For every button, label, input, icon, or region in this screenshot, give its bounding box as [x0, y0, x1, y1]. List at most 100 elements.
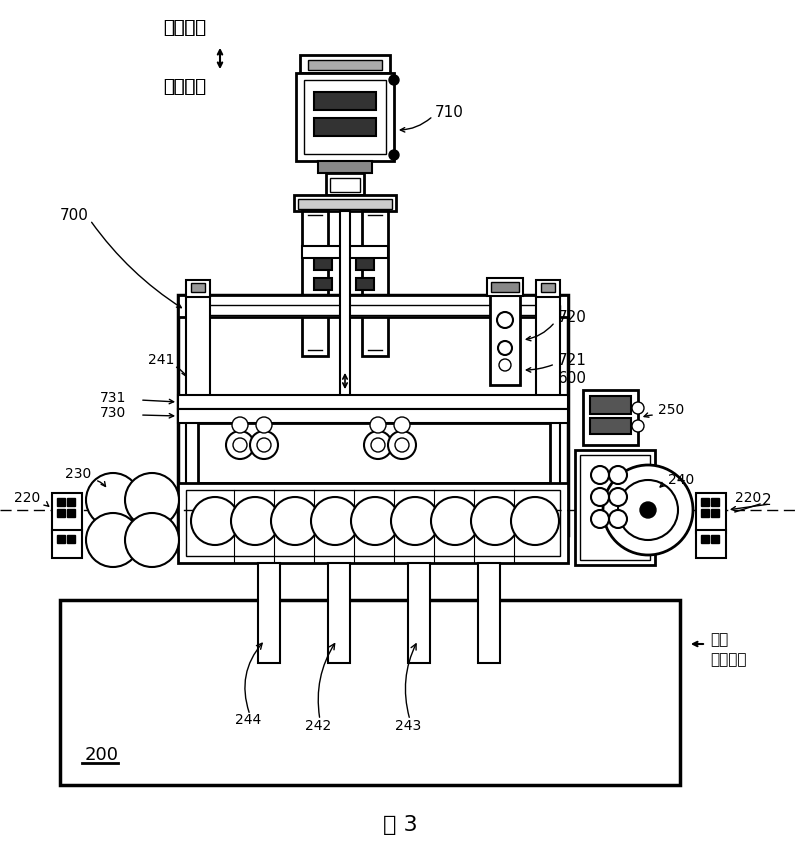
- Bar: [590, 396, 631, 414]
- Text: 向上方向: 向上方向: [163, 19, 206, 37]
- Text: 710: 710: [435, 105, 464, 120]
- Circle shape: [191, 497, 239, 545]
- Bar: [330, 178, 360, 192]
- Text: 730: 730: [100, 406, 126, 420]
- Bar: [711, 509, 719, 517]
- Circle shape: [370, 417, 386, 433]
- Circle shape: [86, 473, 140, 527]
- Circle shape: [388, 431, 416, 459]
- Bar: [186, 490, 560, 556]
- Bar: [300, 55, 390, 73]
- Bar: [696, 493, 726, 533]
- Bar: [326, 173, 364, 195]
- Bar: [67, 509, 75, 517]
- Bar: [314, 118, 376, 136]
- Circle shape: [86, 513, 140, 567]
- Bar: [711, 498, 719, 506]
- Circle shape: [391, 497, 439, 545]
- Bar: [178, 395, 568, 409]
- Bar: [57, 509, 65, 517]
- Bar: [178, 295, 568, 535]
- Text: 220: 220: [735, 491, 762, 505]
- Text: 242: 242: [305, 719, 331, 733]
- Text: 700: 700: [60, 207, 89, 223]
- Bar: [294, 195, 396, 211]
- Text: 250: 250: [658, 403, 684, 417]
- Bar: [314, 92, 376, 110]
- Bar: [60, 600, 680, 785]
- Bar: [575, 450, 655, 565]
- Text: 241: 241: [148, 353, 174, 367]
- Circle shape: [632, 420, 644, 432]
- Text: 图 3: 图 3: [382, 815, 418, 835]
- Circle shape: [609, 510, 627, 528]
- Bar: [191, 283, 205, 292]
- Bar: [178, 409, 568, 423]
- Bar: [314, 278, 332, 290]
- Text: 230: 230: [65, 467, 91, 481]
- Bar: [178, 295, 568, 317]
- Bar: [296, 73, 394, 161]
- Bar: [541, 283, 555, 292]
- Bar: [478, 563, 500, 663]
- Text: 向下方向: 向下方向: [163, 78, 206, 96]
- Bar: [186, 295, 210, 535]
- Bar: [314, 258, 332, 270]
- Circle shape: [498, 341, 512, 355]
- Circle shape: [231, 497, 279, 545]
- Bar: [701, 509, 709, 517]
- Bar: [67, 498, 75, 506]
- Circle shape: [394, 417, 410, 433]
- Bar: [52, 493, 82, 533]
- Bar: [52, 530, 82, 558]
- Bar: [536, 295, 560, 535]
- Circle shape: [511, 497, 559, 545]
- Bar: [583, 390, 638, 445]
- Circle shape: [226, 431, 254, 459]
- Circle shape: [232, 417, 248, 433]
- Text: 731: 731: [100, 391, 126, 405]
- Circle shape: [389, 75, 399, 85]
- Circle shape: [389, 150, 399, 160]
- Bar: [57, 535, 65, 543]
- Text: 244: 244: [235, 713, 261, 727]
- Text: 600: 600: [558, 371, 587, 386]
- Circle shape: [311, 497, 359, 545]
- Circle shape: [431, 497, 479, 545]
- Bar: [308, 60, 382, 70]
- Bar: [304, 80, 386, 154]
- Circle shape: [497, 312, 513, 328]
- Circle shape: [591, 488, 609, 506]
- Bar: [491, 282, 519, 292]
- Circle shape: [256, 417, 272, 433]
- Bar: [536, 280, 560, 297]
- Bar: [340, 211, 350, 511]
- Bar: [490, 295, 520, 385]
- Bar: [356, 258, 374, 270]
- Bar: [356, 278, 374, 290]
- Text: 工件
输送方向: 工件 输送方向: [710, 632, 746, 667]
- Bar: [178, 483, 568, 563]
- Bar: [198, 423, 550, 483]
- Bar: [590, 418, 631, 434]
- Text: 200: 200: [85, 746, 119, 764]
- Bar: [711, 535, 719, 543]
- Bar: [408, 563, 430, 663]
- Circle shape: [250, 431, 278, 459]
- Text: 720: 720: [558, 310, 587, 326]
- Circle shape: [125, 513, 179, 567]
- Circle shape: [364, 431, 392, 459]
- Circle shape: [125, 473, 179, 527]
- Circle shape: [603, 465, 693, 555]
- Bar: [186, 280, 210, 297]
- Text: 向下方向: 向下方向: [163, 78, 206, 96]
- Circle shape: [351, 497, 399, 545]
- Circle shape: [609, 488, 627, 506]
- Circle shape: [632, 402, 644, 414]
- Bar: [340, 211, 350, 511]
- Bar: [302, 246, 388, 258]
- Bar: [487, 278, 523, 296]
- Bar: [302, 211, 328, 356]
- Bar: [67, 535, 75, 543]
- Bar: [318, 161, 372, 173]
